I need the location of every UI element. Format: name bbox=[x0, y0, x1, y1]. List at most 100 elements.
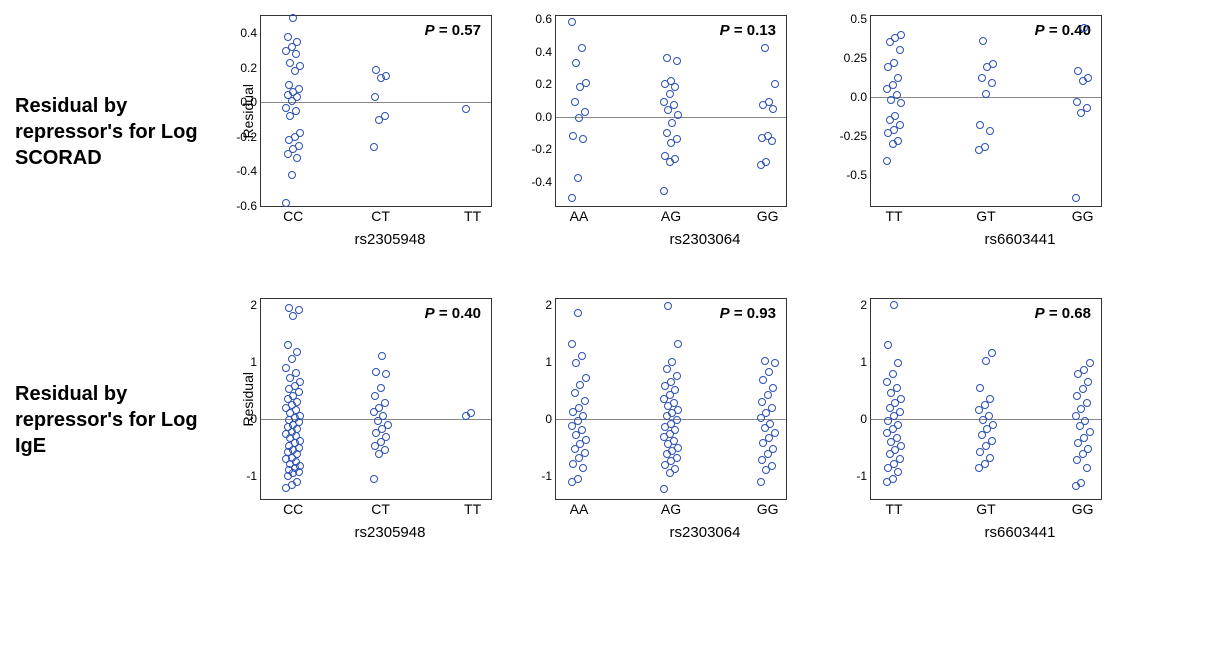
data-point bbox=[381, 446, 389, 454]
data-point bbox=[765, 98, 773, 106]
data-point bbox=[578, 426, 586, 434]
data-point bbox=[372, 368, 380, 376]
data-point bbox=[1077, 479, 1085, 487]
data-point bbox=[893, 434, 901, 442]
p-value-label: P = 0.13 bbox=[720, 22, 776, 39]
data-point bbox=[574, 309, 582, 317]
xtick: CC bbox=[283, 208, 303, 224]
data-point bbox=[890, 301, 898, 309]
data-point bbox=[673, 57, 681, 65]
data-point bbox=[764, 391, 772, 399]
data-point bbox=[673, 416, 681, 424]
data-point bbox=[894, 359, 902, 367]
data-point bbox=[986, 127, 994, 135]
data-point bbox=[371, 93, 379, 101]
xlabel-rsid: rs2303064 bbox=[555, 524, 855, 541]
data-point bbox=[284, 341, 292, 349]
data-point bbox=[897, 442, 905, 450]
plot-area: -1012P = 0.93AAAGGG bbox=[555, 298, 787, 500]
data-point bbox=[670, 399, 678, 407]
xtick: GG bbox=[757, 501, 779, 517]
data-point bbox=[1083, 399, 1091, 407]
data-point bbox=[771, 80, 779, 88]
data-point bbox=[579, 412, 587, 420]
data-point bbox=[883, 157, 891, 165]
data-point bbox=[660, 98, 668, 106]
xlabel-rsid: rs2305948 bbox=[240, 524, 540, 541]
data-point bbox=[889, 475, 897, 483]
data-point bbox=[893, 91, 901, 99]
data-point bbox=[1073, 98, 1081, 106]
data-point bbox=[897, 99, 905, 107]
data-point bbox=[670, 437, 678, 445]
data-point bbox=[295, 306, 303, 314]
data-point bbox=[663, 129, 671, 137]
data-point bbox=[758, 398, 766, 406]
ytick: 2 bbox=[831, 298, 867, 312]
data-point bbox=[890, 59, 898, 67]
ytick: 1 bbox=[831, 355, 867, 369]
data-point bbox=[574, 174, 582, 182]
data-point bbox=[897, 395, 905, 403]
data-point bbox=[982, 357, 990, 365]
ytick: -0.6 bbox=[221, 199, 257, 213]
data-point bbox=[667, 77, 675, 85]
data-point bbox=[674, 340, 682, 348]
data-point bbox=[372, 66, 380, 74]
xtick: AG bbox=[661, 208, 681, 224]
ytick: 1 bbox=[516, 355, 552, 369]
data-point bbox=[764, 132, 772, 140]
ytick: -0.4 bbox=[516, 175, 552, 189]
data-point bbox=[381, 112, 389, 120]
data-point bbox=[894, 468, 902, 476]
data-point bbox=[377, 384, 385, 392]
ytick: -1 bbox=[831, 469, 867, 483]
ytick: -0.4 bbox=[221, 164, 257, 178]
p-value-label: P = 0.57 bbox=[425, 22, 481, 39]
data-point bbox=[371, 392, 379, 400]
data-point bbox=[378, 352, 386, 360]
data-point bbox=[674, 406, 682, 414]
panel-scorad_rs6603441: -0.5-0.250.00.250.5P = 0.40TTGTGGrs66034… bbox=[870, 15, 1170, 248]
data-point bbox=[288, 171, 296, 179]
data-point bbox=[382, 433, 390, 441]
data-point bbox=[578, 352, 586, 360]
data-point bbox=[668, 358, 676, 366]
data-point bbox=[766, 420, 774, 428]
data-point bbox=[1081, 417, 1089, 425]
ytick: 0.6 bbox=[516, 12, 552, 26]
data-point bbox=[757, 478, 765, 486]
xlabel-rsid: rs2303064 bbox=[555, 231, 855, 248]
data-point bbox=[1074, 67, 1082, 75]
plot-area: -1012P = 0.40CCCTTT bbox=[260, 298, 492, 500]
data-point bbox=[673, 135, 681, 143]
data-point bbox=[982, 90, 990, 98]
data-point bbox=[976, 384, 984, 392]
ytick: -0.2 bbox=[516, 142, 552, 156]
data-point bbox=[285, 81, 293, 89]
ytick: 0.4 bbox=[516, 45, 552, 59]
data-point bbox=[1080, 366, 1088, 374]
data-point bbox=[575, 404, 583, 412]
data-point bbox=[1086, 428, 1094, 436]
data-point bbox=[292, 107, 300, 115]
data-point bbox=[384, 421, 392, 429]
data-point bbox=[893, 384, 901, 392]
data-point bbox=[1084, 445, 1092, 453]
data-point bbox=[896, 455, 904, 463]
data-point bbox=[891, 112, 899, 120]
plot-area: -0.6-0.4-0.20.00.20.4P = 0.57CCCTTT bbox=[260, 15, 492, 207]
data-point bbox=[889, 370, 897, 378]
data-point bbox=[462, 105, 470, 113]
data-point bbox=[664, 302, 672, 310]
data-point bbox=[894, 421, 902, 429]
data-point bbox=[660, 485, 668, 493]
data-point bbox=[897, 31, 905, 39]
data-point bbox=[1073, 392, 1081, 400]
data-point bbox=[985, 412, 993, 420]
data-point bbox=[568, 194, 576, 202]
data-point bbox=[670, 101, 678, 109]
data-point bbox=[673, 372, 681, 380]
data-point bbox=[896, 408, 904, 416]
ytick: 0.0 bbox=[516, 110, 552, 124]
